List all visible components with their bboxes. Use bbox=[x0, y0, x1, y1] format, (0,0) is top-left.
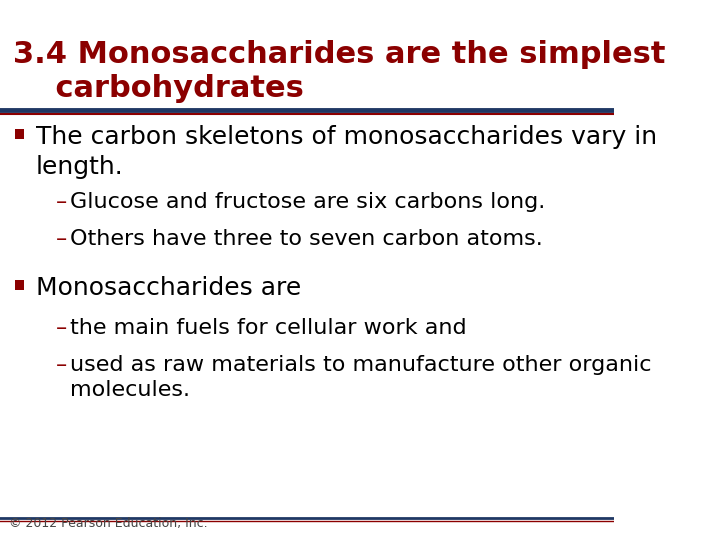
Text: the main fuels for cellular work and: the main fuels for cellular work and bbox=[70, 319, 467, 339]
Text: Others have three to seven carbon atoms.: Others have three to seven carbon atoms. bbox=[70, 229, 543, 249]
Text: © 2012 Pearson Education, Inc.: © 2012 Pearson Education, Inc. bbox=[9, 517, 207, 530]
Text: 3.4 Monosaccharides are the simplest
    carbohydrates: 3.4 Monosaccharides are the simplest car… bbox=[13, 40, 665, 103]
Text: Glucose and fructose are six carbons long.: Glucose and fructose are six carbons lon… bbox=[70, 192, 545, 212]
Text: The carbon skeletons of monosaccharides vary in
length.: The carbon skeletons of monosaccharides … bbox=[36, 125, 657, 179]
FancyBboxPatch shape bbox=[15, 129, 24, 139]
FancyBboxPatch shape bbox=[15, 280, 24, 290]
Text: –: – bbox=[55, 355, 67, 375]
Text: used as raw materials to manufacture other organic
molecules.: used as raw materials to manufacture oth… bbox=[70, 355, 652, 400]
Text: –: – bbox=[55, 319, 67, 339]
Text: –: – bbox=[55, 229, 67, 249]
Text: Monosaccharides are: Monosaccharides are bbox=[36, 276, 301, 300]
Text: –: – bbox=[55, 192, 67, 212]
